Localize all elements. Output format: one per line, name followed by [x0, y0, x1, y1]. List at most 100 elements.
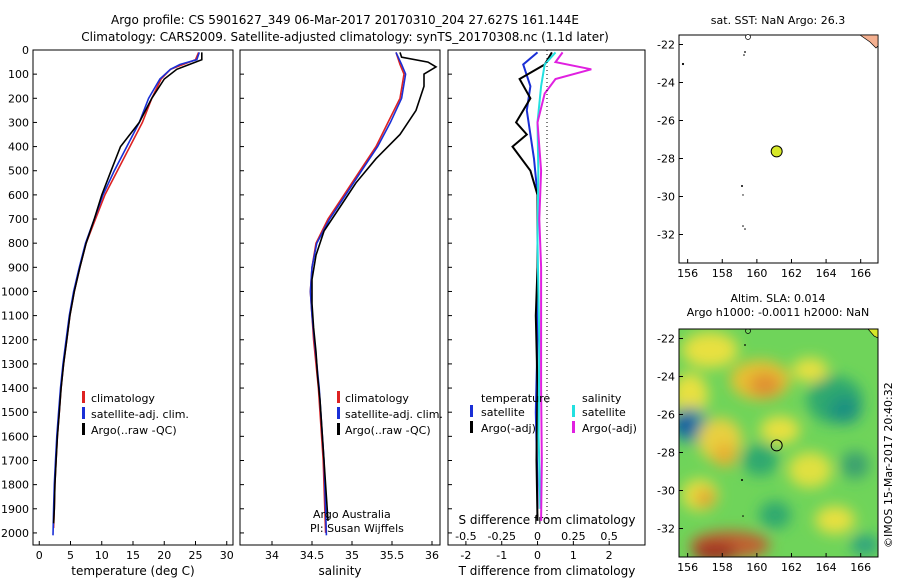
map-lon-label: 162	[781, 267, 802, 280]
series-line-s-satellite	[536, 51, 557, 509]
sla-heatmap	[679, 329, 878, 557]
depth-tick-label: 1600	[1, 430, 29, 443]
map-lon-label: 166	[850, 267, 871, 280]
temperature-series	[52, 52, 203, 536]
salinity-legend: climatology satellite-adj. clim. Argo(..…	[337, 391, 443, 437]
x-tick-label: 5	[67, 549, 74, 562]
header-line1: Argo profile: CS 5901627_349 06-Mar-2017…	[111, 13, 579, 27]
s-tick-label: -0.25	[487, 530, 515, 543]
map-lon-label: 160	[746, 267, 767, 280]
depth-tick-label: 0	[22, 44, 29, 57]
legend-salinity-heading: salinity	[582, 392, 622, 405]
series-line-argo-raw-qc-	[311, 52, 438, 521]
salinity-axis-label: salinity	[318, 564, 361, 578]
depth-axis-ticks-3	[448, 49, 452, 534]
legend-t-satellite: satellite	[481, 406, 525, 419]
series-line-s-argo-adj-	[536, 51, 592, 521]
sla-map-frame	[678, 328, 879, 558]
x-tick-label: 30	[220, 549, 234, 562]
map-lon-label: 166	[850, 561, 871, 574]
depth-tick-label: 400	[8, 141, 29, 154]
map-lon-label: 156	[677, 267, 698, 280]
series-line-satellite-adj-clim-	[52, 52, 201, 536]
x-tick-label: 15	[126, 549, 140, 562]
x-tick-label: 34	[265, 549, 279, 562]
x-tick-label: 0	[36, 549, 43, 562]
sla-map-ticks: 156 158 160 162 164 166 -22 -24 -26 -28 -30 -32	[657, 333, 871, 575]
map-lat-label: -26	[657, 115, 675, 128]
map-lat-label: -30	[657, 485, 675, 498]
map-lat-label: -22	[657, 333, 675, 346]
depth-tick-label: 500	[8, 165, 29, 178]
x-tick-label: 10	[95, 549, 109, 562]
depth-tick-label: 1900	[1, 503, 29, 516]
legend-climatology: climatology	[91, 392, 155, 405]
depth-axis-ticks: 0 100 200 300 400 500 600 700 800 900 1000 1100 1200…	[1, 44, 37, 540]
salinity-series	[309, 52, 438, 536]
t-difference-axis-label: T difference from climatology	[458, 564, 636, 578]
x-tick-label: 2	[606, 549, 613, 562]
sst-map-title: sat. SST: NaN Argo: 26.3	[711, 14, 845, 27]
s-tick-label: 0.5	[600, 530, 618, 543]
x-tick-label: 35.5	[380, 549, 405, 562]
depth-tick-label: 200	[8, 92, 29, 105]
x-tick-label: 35	[345, 549, 359, 562]
temperature-plot-frame	[32, 49, 234, 546]
legend-satellite-adj-2: satellite-adj. clim.	[345, 408, 443, 421]
series-line-t-satellite	[522, 51, 539, 509]
depth-tick-label: 1200	[1, 334, 29, 347]
map-lat-label: -24	[657, 77, 675, 90]
x-tick-label: 0	[534, 549, 541, 562]
legend-satellite-adj: satellite-adj. clim.	[91, 408, 189, 421]
map-lon-label: 162	[781, 561, 802, 574]
legend-climatology-2: climatology	[345, 392, 409, 405]
depth-tick-label: 1000	[1, 285, 29, 298]
argo-australia-label: Argo Australia	[313, 508, 391, 521]
salinity-plot-frame	[239, 49, 441, 546]
map-lon-label: 158	[712, 267, 733, 280]
legend-s-satellite: satellite	[582, 406, 626, 419]
s-tick-label: 0.25	[561, 530, 586, 543]
depth-tick-label: 1500	[1, 406, 29, 419]
imos-watermark: ©IMOS 15-Mar-2017 20:40:32	[882, 382, 895, 548]
map-lat-label: -28	[657, 447, 675, 460]
s-difference-axis-label: S difference from climatology	[459, 513, 636, 527]
salinity-axis-ticks: 34 34.5 35 35.5 36	[265, 541, 439, 562]
legend-t-argo: Argo(-adj)	[481, 422, 536, 435]
legend-s-argo: Argo(-adj)	[582, 422, 637, 435]
depth-tick-label: 1800	[1, 479, 29, 492]
temperature-axis-label: temperature (deg C)	[71, 564, 194, 578]
map-lat-label: -26	[657, 409, 675, 422]
map-lat-label: -32	[657, 523, 675, 536]
legend-argo-raw: Argo(..raw -QC)	[91, 424, 177, 437]
depth-tick-label: 600	[8, 189, 29, 202]
x-tick-label: -1	[496, 549, 507, 562]
depth-tick-label: 900	[8, 261, 29, 274]
sst-map-ticks: 156 158 160 162 164 166 -22 -24 -26 -28 -30 -32	[657, 39, 871, 281]
x-tick-label: 1	[570, 549, 577, 562]
t-difference-axis-ticks: -2 -1 0 1 2	[460, 541, 613, 562]
depth-tick-label: 300	[8, 116, 29, 129]
depth-tick-label: 100	[8, 68, 29, 81]
depth-tick-label: 2000	[1, 527, 29, 540]
x-tick-label: 25	[189, 549, 203, 562]
argo-position-marker-2	[770, 439, 783, 452]
map-lat-label: -32	[657, 229, 675, 242]
sst-map-coastline	[681, 34, 879, 230]
map-lon-label: 156	[677, 561, 698, 574]
x-tick-label: 34.5	[300, 549, 325, 562]
series-line-argo-raw-qc-	[52, 52, 203, 524]
sla-map-title-2: Argo h1000: -0.0011 h2000: NaN	[687, 306, 870, 319]
header-line2: Climatology: CARS2009. Satellite-adjuste…	[81, 30, 609, 44]
depth-tick-label: 700	[8, 213, 29, 226]
argo-position-marker	[770, 145, 783, 158]
s-tick-label: 0	[534, 530, 541, 543]
s-tick-label: -0.5	[455, 530, 476, 543]
pi-label: PI: Susan Wijffels	[310, 522, 404, 535]
map-lat-label: -28	[657, 153, 675, 166]
depth-tick-label: 1300	[1, 358, 29, 371]
map-lon-label: 160	[746, 561, 767, 574]
map-lat-label: -22	[657, 39, 675, 52]
x-tick-label: 36	[425, 549, 439, 562]
depth-tick-label: 800	[8, 237, 29, 250]
